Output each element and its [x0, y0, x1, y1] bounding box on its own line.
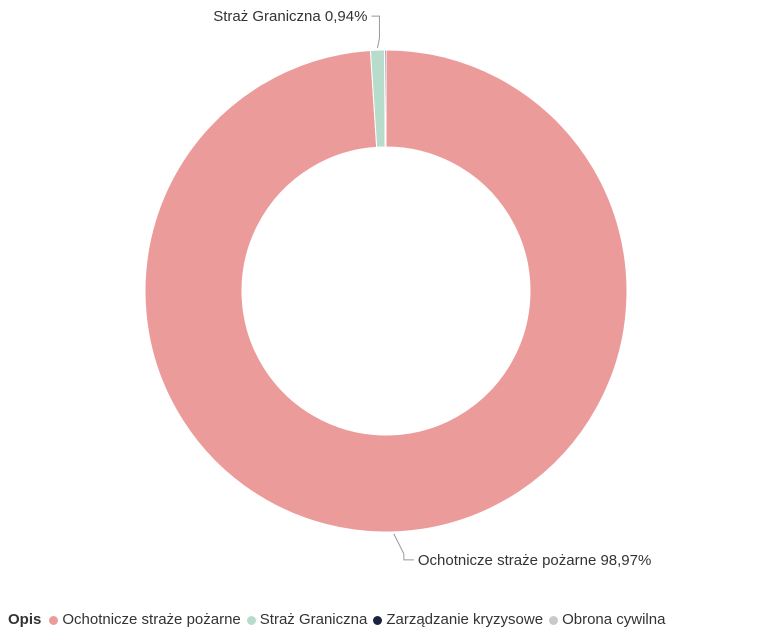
slice-labels: Ochotnicze straże pożarne 98,97% Straż Gr…	[213, 8, 651, 569]
legend-label: Zarządzanie kryzysowe	[386, 611, 544, 628]
legend-item-ochotnicze-straze-pozarne[interactable]: Ochotnicze straże pożarne	[49, 609, 241, 631]
leader-line	[371, 15, 380, 49]
donut-slices	[144, 49, 628, 533]
legend-dot	[49, 615, 59, 625]
legend-label: Ochotnicze straże pożarne	[62, 611, 241, 628]
slice-label: Ochotnicze straże pożarne 98,97%	[418, 552, 651, 569]
leader-line	[393, 533, 414, 561]
legend-label: Straż Graniczna	[259, 611, 368, 628]
legend-label: Obrona cywilna	[562, 611, 666, 628]
legend-dot	[549, 615, 559, 625]
slice-zarzadzanie-kryzysowe[interactable]	[384, 49, 387, 148]
legend-dot	[246, 615, 256, 625]
legend-title: Opis	[8, 611, 42, 628]
legend-item-zarzadzanie-kryzysowe[interactable]: Zarządzanie kryzysowe	[373, 609, 543, 631]
legend-item-obrona-cywilna[interactable]: Obrona cywilna	[549, 609, 665, 631]
slice-label: Straż Graniczna 0,94%	[213, 8, 367, 25]
legend-item-straz-graniczna[interactable]: Straż Graniczna	[246, 609, 368, 631]
legend: Opis Ochotnicze straże pożarne Straż Gra…	[8, 609, 671, 631]
slice-ochotnicze-straze-pozarne[interactable]	[144, 49, 628, 533]
legend-dot	[373, 615, 383, 625]
